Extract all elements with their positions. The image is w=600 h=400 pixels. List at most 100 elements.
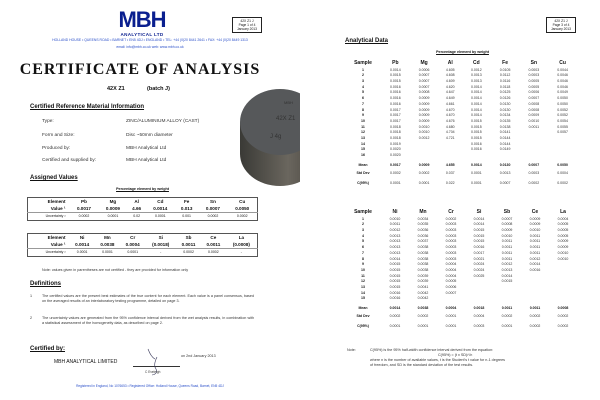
- table-cell: 0.0039: [417, 279, 429, 284]
- uncertainty-row: Uncertainty ² 0.0002 0.0001 0.02 0.0001 0.001…: [27, 212, 258, 221]
- table-cell: 0.0017: [390, 162, 401, 167]
- table-cell: 0.0010: [557, 256, 569, 261]
- certified-by-heading: Certified by:: [30, 346, 66, 352]
- table-cell: 0.0130: [499, 162, 511, 167]
- table-cell: Si: [158, 234, 163, 240]
- table-cell: Sample: [354, 59, 372, 66]
- table-cell: 0.0013: [470, 73, 482, 78]
- table-cell: 3: [362, 228, 364, 233]
- header-row: Sample Pb Mg Al Cd Fe Sn Cu: [345, 58, 577, 67]
- table-cell: 13: [361, 284, 365, 289]
- table-cell: 0.0050: [235, 205, 250, 211]
- table-cell: 0.0009: [418, 162, 430, 167]
- table-cell: 0.0002: [390, 170, 401, 175]
- table-cell: 0.0007: [205, 205, 220, 211]
- certification-date: on 2nd January 2013: [181, 354, 216, 358]
- table-row: 14 0.0016 0.0042 0.0007: [345, 290, 577, 296]
- table-cell: 0.0016: [470, 141, 482, 146]
- table-cell: 14: [361, 141, 365, 146]
- table-cell: 0.0041: [417, 284, 429, 289]
- table-cell: 0.0049: [557, 90, 568, 95]
- table-cell: 0.0016: [389, 290, 401, 295]
- table-cell: 0.0012: [470, 67, 482, 72]
- table-cell: 0.0007: [499, 180, 511, 185]
- table-cell: 0.0012: [529, 256, 541, 261]
- table-cell: 0.0015: [470, 135, 482, 140]
- table-cell: 0.0054: [557, 118, 568, 123]
- table-row: 4 0.0016 0.0007 4.620 0.0014 0.0118 0.0005 0.00…: [345, 84, 577, 90]
- table-cell: 0.0014: [470, 90, 482, 95]
- table-cell: 0.0008: [557, 306, 569, 311]
- page-reference-box: 42X Z1 J Page 3 of 4 January 2013: [546, 17, 576, 33]
- table-cell: 0.0001: [94, 248, 121, 257]
- page-number: Page 1 of 4: [238, 23, 256, 27]
- table-cell: 0.0001: [445, 314, 457, 319]
- table-cell: 0.0003: [528, 67, 540, 72]
- table-cell: 0.0016: [529, 267, 541, 272]
- table-cell: 0.0013: [389, 233, 401, 238]
- table-cell: 0.0011: [529, 245, 541, 250]
- table-cell: 2: [362, 222, 364, 227]
- table-cell: 0.0010: [418, 130, 430, 135]
- table-cell: 0.0011: [389, 222, 401, 227]
- table-cell: 0.0009: [557, 239, 569, 244]
- table-cell: 1: [362, 216, 364, 221]
- table-row: 5 0.0013 0.0037 0.0003 0.0015 0.0011 0.0011 0.0…: [345, 239, 577, 245]
- table-cell: 0.0057: [557, 130, 568, 135]
- table-cell: Element: [47, 198, 66, 204]
- table-cell: 0.0010: [389, 216, 401, 221]
- table-cell: 10: [361, 267, 365, 272]
- table-cell: 0.0009: [418, 118, 430, 123]
- registration-footer: Registered in England, No 1076653 • Regi…: [76, 384, 224, 388]
- table-cell: 0.0013: [501, 267, 513, 272]
- table-cell: 4.670: [445, 107, 455, 112]
- table-cell: 0.0010: [418, 124, 430, 129]
- table-cell: 15: [361, 147, 365, 152]
- table-cell: 0.0002: [528, 180, 540, 185]
- table-row: 8 0.0017 0.0009 4.670 0.0014 0.0130 0.0008 0.00…: [345, 107, 577, 113]
- table-cell: 0.0149: [499, 147, 511, 152]
- table-cell: 0.0130: [499, 101, 511, 106]
- table-cell: 4.66: [132, 205, 142, 211]
- table-cell: 0.0126: [499, 96, 511, 101]
- table-cell: Ce: [210, 234, 217, 240]
- table-cell: 0.0021: [473, 256, 485, 261]
- company-contact[interactable]: email: info@mbh.co.uk web: www.mbh.co.uk: [116, 45, 184, 49]
- table-row: 2 0.0011 0.0035 0.0003 0.0014 0.0008 0.0009 0.0…: [345, 222, 577, 228]
- table-cell: 0.013: [180, 205, 193, 211]
- note-equation: C(95%) = (t x SD)/√n: [438, 353, 473, 357]
- product-code: 42X Z1: [107, 86, 125, 92]
- page-number: Page 3 of 4: [552, 23, 570, 27]
- table-row: 16 0.0020: [345, 152, 577, 158]
- mean-row: Mean 0.0017 0.0009 4.655 0.0014 0.0130 0.0007 0…: [345, 158, 577, 168]
- std-dev-row: Std Dev 0.0002 0.0002 0.037 0.0001 0.0013 0.00…: [345, 168, 577, 178]
- table-cell: 0.0003: [445, 250, 457, 255]
- table-cell: 0.0014: [473, 216, 485, 221]
- table-cell: 0.0011: [529, 250, 541, 255]
- table-cell: 0.0009: [528, 113, 540, 118]
- table-cell: Mg: [420, 59, 428, 66]
- table-cell: La: [238, 234, 245, 240]
- svg-text:J 4g: J 4g: [270, 134, 281, 140]
- table-cell: 0.0009: [418, 107, 430, 112]
- table-cell: 0.0141: [499, 130, 511, 135]
- table-cell: 0.0006: [418, 67, 430, 72]
- table-cell: Pb: [392, 59, 399, 66]
- table-cell: 0.0002: [557, 324, 569, 329]
- table-cell: 0.0018: [390, 135, 401, 140]
- table-cell: 0.0015: [390, 73, 401, 78]
- table-cell: 0.0016: [390, 96, 401, 101]
- table-cell: Fe: [183, 198, 190, 204]
- table-cell: 8: [362, 107, 364, 112]
- table-cell: Mn: [104, 234, 111, 240]
- table-cell: 0.0010: [557, 250, 569, 255]
- table-cell: 0.0038: [417, 267, 429, 272]
- table-row: 7 0.0013 0.0038 0.0003 0.0017 0.0011 0.0011 0.0…: [345, 250, 577, 256]
- table-cell: 0.0135: [499, 118, 511, 123]
- table-cell: Std Dev: [356, 170, 370, 175]
- table-cell: 0.0046: [557, 84, 568, 89]
- table-cell: 0.0016: [390, 90, 401, 95]
- table-cell: Sn: [530, 59, 537, 66]
- table-cell: 0.0138: [499, 124, 511, 129]
- definition-text: The certified values are the present bes…: [42, 294, 254, 303]
